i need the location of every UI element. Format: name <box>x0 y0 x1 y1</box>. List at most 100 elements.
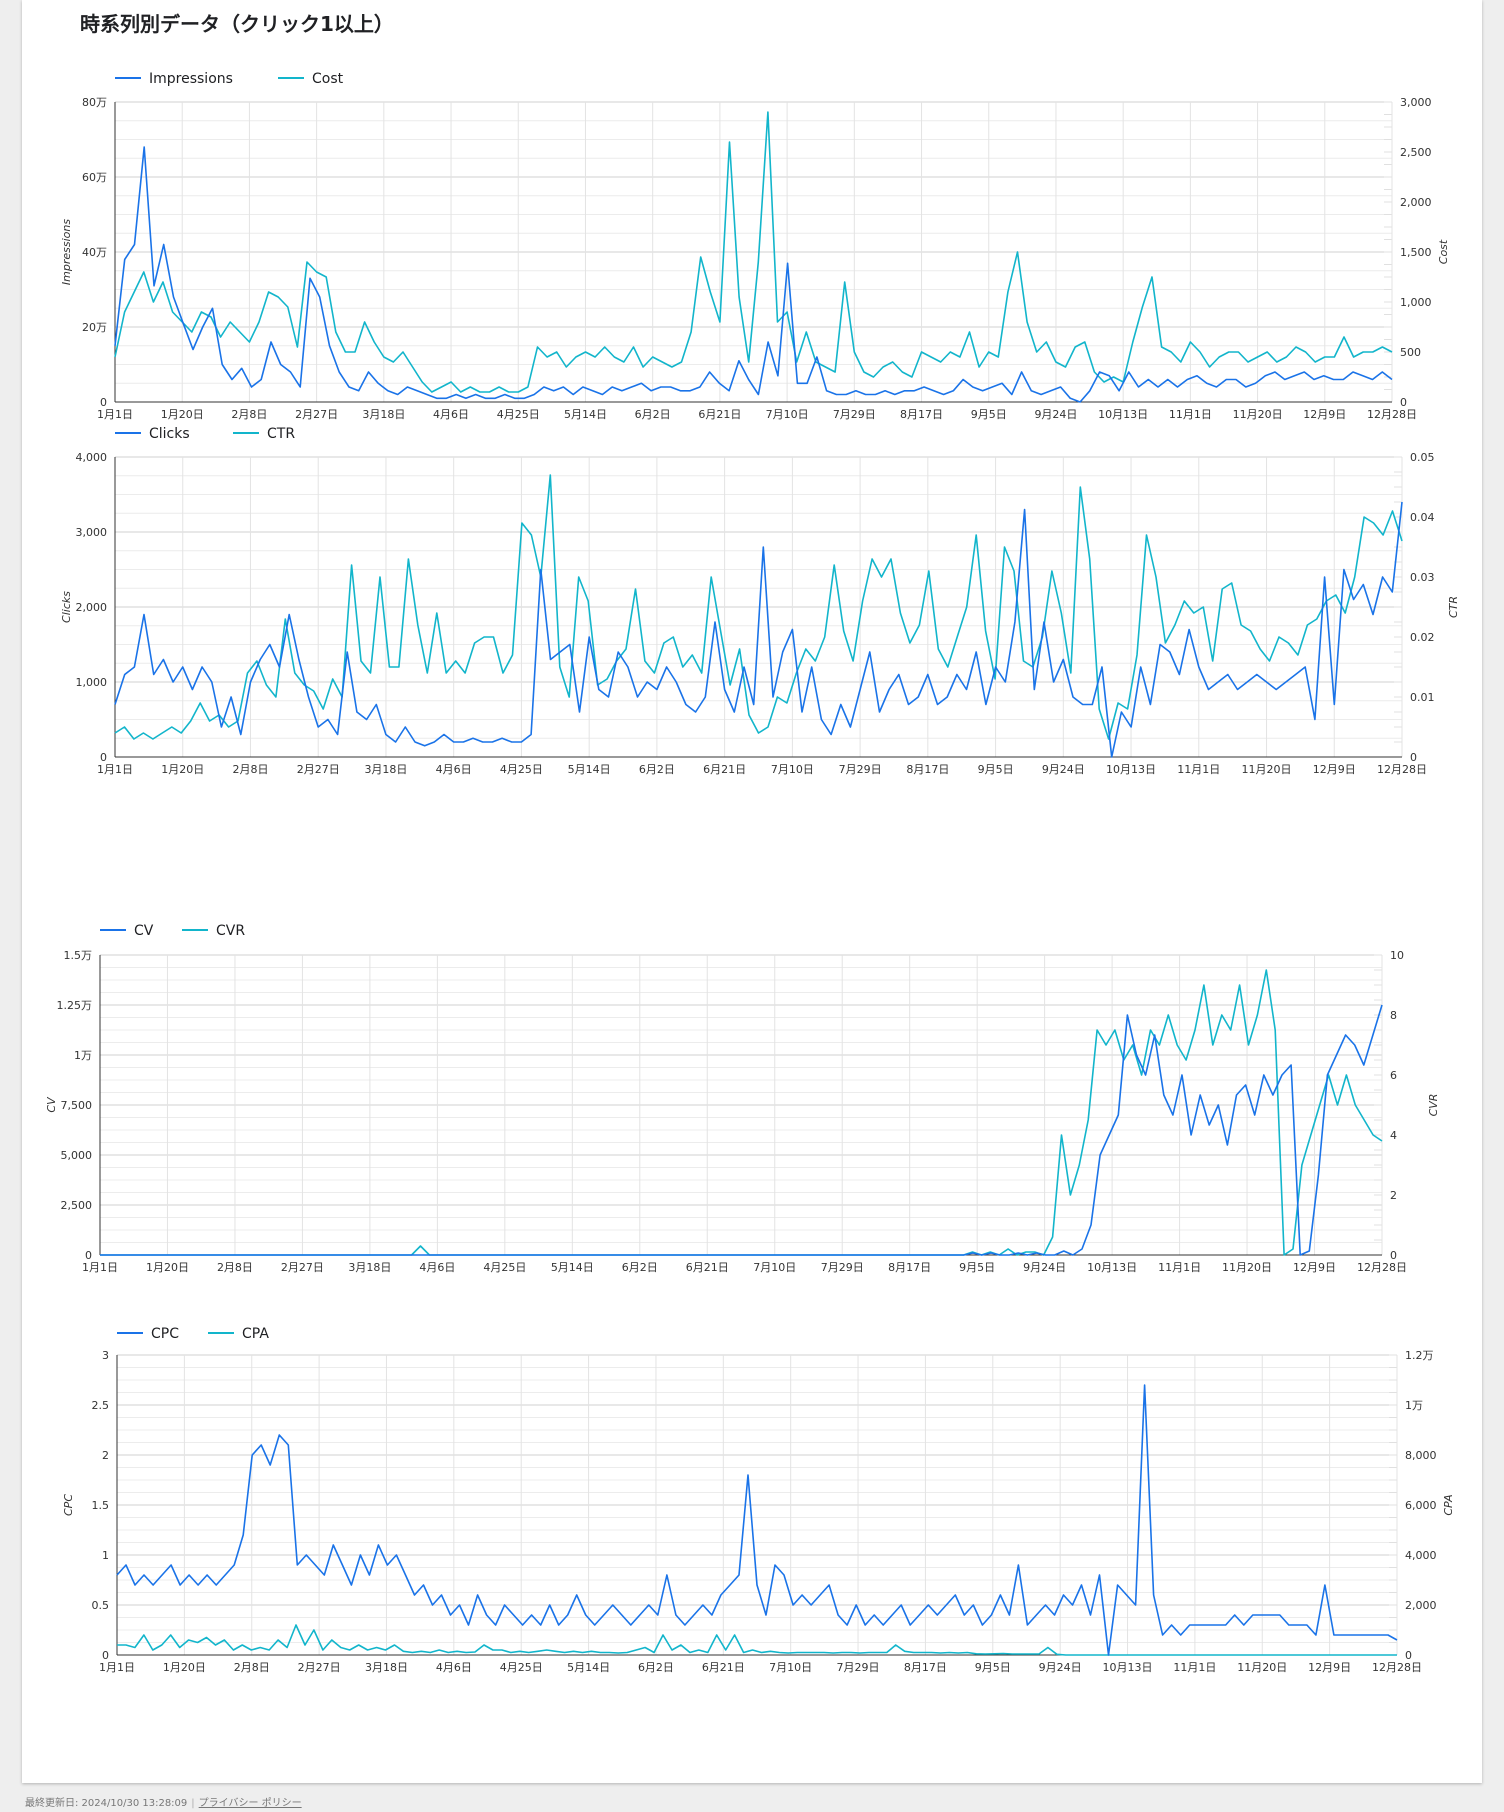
chart-clicks-ctr: Clicks CTR 1月1日 1月20日 2月8日 2月27日 3月18日 4月6日 4月25… <box>60 426 1460 776</box>
series-line-ctr <box>114 474 1403 740</box>
left-axis-title: CV <box>45 1096 58 1113</box>
x-tick-label: 10月13日 <box>1098 408 1148 421</box>
right-tick-label: 500 <box>1400 346 1421 359</box>
right-tick-label: 1.2万 <box>1405 1349 1434 1362</box>
left-tick-label: 2,000 <box>76 601 108 614</box>
x-tick-label: 11月1日 <box>1173 1661 1216 1674</box>
x-tick-label: 12月9日 <box>1303 408 1346 421</box>
right-tick-label: 10 <box>1390 949 1404 962</box>
legend-label-0: CPC <box>151 1326 179 1342</box>
x-tick-label: 4月25日 <box>500 763 543 776</box>
x-tick-label: 8月17日 <box>900 408 943 421</box>
x-tick-label: 11月1日 <box>1169 408 1212 421</box>
x-tick-label: 5月14日 <box>568 763 611 776</box>
right-tick-label: 3,000 <box>1400 96 1432 109</box>
right-tick-label: 1,000 <box>1400 296 1432 309</box>
x-tick-label: 7月29日 <box>833 408 876 421</box>
right-tick-label: 6,000 <box>1405 1499 1437 1512</box>
x-tick-label: 9月24日 <box>1042 763 1085 776</box>
x-tick-label: 4月6日 <box>433 408 469 421</box>
page-title: 時系列別データ（クリック1以上） <box>80 12 394 36</box>
x-tick-label: 1月20日 <box>161 408 204 421</box>
x-tick-label: 8月17日 <box>904 1661 947 1674</box>
x-tick-label: 6月2日 <box>622 1261 658 1274</box>
x-tick-label: 6月2日 <box>638 1661 674 1674</box>
right-tick-label: 2 <box>1390 1189 1397 1202</box>
x-tick-label: 2月27日 <box>298 1661 341 1674</box>
right-tick-label: 2,000 <box>1405 1599 1437 1612</box>
legend-label-1: CPA <box>242 1326 269 1342</box>
x-tick-label: 5月14日 <box>564 408 607 421</box>
right-axis-title: Cost <box>1437 239 1450 264</box>
series-line-cpa <box>117 1624 1397 1656</box>
x-tick-label: 11月20日 <box>1242 763 1292 776</box>
right-tick-label: 4,000 <box>1405 1549 1437 1562</box>
x-tick-label: 11月20日 <box>1237 1661 1287 1674</box>
left-axis-title: CPC <box>62 1494 75 1516</box>
x-tick-label: 1月1日 <box>82 1261 118 1274</box>
x-tick-label: 4月6日 <box>436 1661 472 1674</box>
x-tick-label: 4月25日 <box>483 1261 526 1274</box>
x-tick-label: 11月20日 <box>1233 408 1283 421</box>
left-tick-label: 2 <box>102 1449 109 1462</box>
chart-cpc-cpa: CPC CPA 1月1日 1月20日 2月8日 2月27日 3月18日 4月6日 4月25日 5月… <box>62 1326 1455 1674</box>
x-tick-label: 1月1日 <box>97 763 133 776</box>
x-tick-label: 12月28日 <box>1377 763 1427 776</box>
right-tick-label: 8,000 <box>1405 1449 1437 1462</box>
x-tick-label: 7月29日 <box>821 1261 864 1274</box>
footer: 最終更新日: 2024/10/30 13:28:09 | プライバシー ポリシー <box>25 1798 302 1809</box>
legend-label-1: CTR <box>267 426 295 442</box>
x-tick-label: 10月13日 <box>1103 1661 1153 1674</box>
x-tick-label: 10月13日 <box>1087 1261 1137 1274</box>
series-line-cpc <box>116 1384 1398 1656</box>
legend-label-0: CV <box>134 923 154 939</box>
x-tick-label: 10月13日 <box>1106 763 1156 776</box>
x-tick-label: 1月20日 <box>146 1261 189 1274</box>
x-tick-label: 2月27日 <box>281 1261 324 1274</box>
left-tick-label: 0 <box>85 1249 92 1262</box>
x-tick-label: 1月20日 <box>161 763 204 776</box>
series-line-impressions <box>114 146 1393 403</box>
x-tick-label: 2月27日 <box>295 408 338 421</box>
x-tick-label: 6月21日 <box>686 1261 729 1274</box>
left-tick-label: 0 <box>100 396 107 409</box>
series-line-clicks <box>114 501 1403 758</box>
x-tick-label: 7月10日 <box>766 408 809 421</box>
x-tick-label: 3月18日 <box>364 763 407 776</box>
report-card: 時系列別データ（クリック1以上） <box>22 0 1482 1783</box>
x-tick-label: 9月5日 <box>959 1261 995 1274</box>
left-tick-label: 0 <box>102 1649 109 1662</box>
right-tick-label: 1,500 <box>1400 246 1432 259</box>
right-tick-label: 4 <box>1390 1129 1397 1142</box>
x-tick-label: 9月5日 <box>971 408 1007 421</box>
left-tick-label: 40万 <box>82 246 107 259</box>
right-tick-label: 2,500 <box>1400 146 1432 159</box>
left-tick-label: 20万 <box>82 321 107 334</box>
x-tick-label: 6月2日 <box>639 763 675 776</box>
x-tick-label: 9月5日 <box>975 1661 1011 1674</box>
x-tick-label: 9月24日 <box>1039 1661 1082 1674</box>
x-tick-label: 2月8日 <box>217 1261 253 1274</box>
legend-label-1: CVR <box>216 923 245 939</box>
x-tick-label: 9月24日 <box>1023 1261 1066 1274</box>
chart-cv-cvr: CV CVR 1月1日 1月20日 2月8日 2月27日 3月18日 4月6日 4月25日 5月1… <box>45 923 1440 1274</box>
series-line-cost <box>114 111 1393 393</box>
left-tick-label: 2.5 <box>92 1399 110 1412</box>
x-tick-label: 11月1日 <box>1158 1261 1201 1274</box>
x-tick-label: 7月29日 <box>837 1661 880 1674</box>
x-tick-label: 2月8日 <box>234 1661 270 1674</box>
x-tick-label: 3月18日 <box>348 1261 391 1274</box>
x-tick-label: 2月8日 <box>232 763 268 776</box>
left-tick-label: 4,000 <box>76 451 108 464</box>
x-tick-label: 8月17日 <box>906 763 949 776</box>
x-tick-label: 2月27日 <box>297 763 340 776</box>
legend-label-1: Cost <box>312 71 344 87</box>
privacy-policy-link[interactable]: プライバシー ポリシー <box>198 1798 302 1809</box>
right-axis-title: CTR <box>1447 596 1460 618</box>
left-axis-title: Impressions <box>60 219 73 285</box>
x-tick-label: 6月2日 <box>635 408 671 421</box>
right-tick-label: 0 <box>1405 1649 1412 1662</box>
x-tick-label: 12月9日 <box>1308 1661 1351 1674</box>
x-tick-label: 12月9日 <box>1293 1261 1336 1274</box>
left-axis-title: Clicks <box>60 591 73 623</box>
